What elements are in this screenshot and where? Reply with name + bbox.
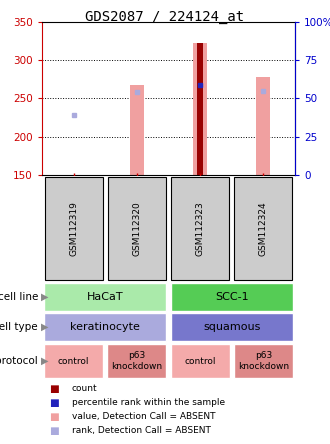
Bar [44,344,103,378]
Text: keratinocyte: keratinocyte [70,322,140,332]
Text: ■: ■ [49,384,58,394]
Text: cell type: cell type [0,322,38,332]
Text: GSM112324: GSM112324 [259,201,268,256]
Text: HaCaT: HaCaT [87,292,123,302]
Text: GSM112319: GSM112319 [69,201,78,256]
Bar [108,177,166,280]
Text: GDS2087 / 224124_at: GDS2087 / 224124_at [85,10,245,24]
Text: GSM112323: GSM112323 [196,201,205,256]
Text: protocol: protocol [0,356,38,366]
Bar [45,177,103,280]
Text: ■: ■ [49,426,58,436]
Text: percentile rank within the sample: percentile rank within the sample [72,398,225,407]
Bar [171,283,293,311]
Text: SCC-1: SCC-1 [215,292,248,302]
Bar [197,43,203,175]
Bar [193,43,207,175]
Bar [130,85,144,175]
Text: ▶: ▶ [41,322,49,332]
Text: squamous: squamous [203,322,260,332]
Text: ■: ■ [49,412,58,422]
Text: rank, Detection Call = ABSENT: rank, Detection Call = ABSENT [72,426,211,435]
Bar [44,283,166,311]
Bar [171,177,229,280]
Text: cell line: cell line [0,292,38,302]
Text: ▶: ▶ [41,292,49,302]
Text: GSM112320: GSM112320 [132,201,141,256]
Text: control: control [184,357,216,365]
Bar [234,344,293,378]
Bar [171,344,230,378]
Text: p63
knockdown: p63 knockdown [238,351,289,371]
Text: ▶: ▶ [41,356,49,366]
Text: value, Detection Call = ABSENT: value, Detection Call = ABSENT [72,412,215,421]
Text: p63
knockdown: p63 knockdown [111,351,162,371]
Text: control: control [58,357,89,365]
Bar [234,177,292,280]
Bar [256,77,270,175]
Text: ■: ■ [49,398,58,408]
Bar [107,344,166,378]
Bar [44,313,166,341]
Bar [171,313,293,341]
Text: count: count [72,384,97,393]
